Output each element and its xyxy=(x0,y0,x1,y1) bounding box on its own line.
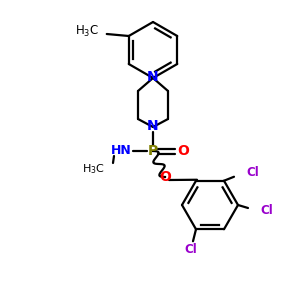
Text: H$_3$C: H$_3$C xyxy=(82,162,105,176)
Text: Cl: Cl xyxy=(184,243,197,256)
Text: P: P xyxy=(148,144,158,158)
Text: O: O xyxy=(159,170,171,184)
Text: Cl: Cl xyxy=(246,166,259,179)
Text: O: O xyxy=(177,144,189,158)
Text: H$_3$C: H$_3$C xyxy=(75,23,99,38)
Text: HN: HN xyxy=(111,143,131,157)
Text: Cl: Cl xyxy=(260,205,273,218)
Text: N: N xyxy=(147,70,159,84)
Text: N: N xyxy=(147,119,159,133)
